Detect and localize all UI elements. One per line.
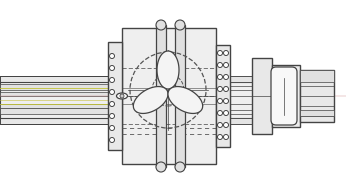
Circle shape bbox=[109, 126, 115, 131]
Bar bbox=[230, 82, 285, 118]
Circle shape bbox=[156, 20, 166, 30]
Circle shape bbox=[109, 78, 115, 83]
Bar bbox=[0, 92, 115, 96]
Circle shape bbox=[218, 74, 222, 79]
Circle shape bbox=[109, 113, 115, 118]
Circle shape bbox=[218, 135, 222, 140]
Circle shape bbox=[109, 65, 115, 70]
Polygon shape bbox=[133, 87, 168, 113]
Bar bbox=[0, 104, 115, 108]
Bar bbox=[0, 84, 115, 90]
Bar bbox=[216, 45, 230, 147]
Circle shape bbox=[224, 50, 228, 55]
Circle shape bbox=[224, 122, 228, 127]
Circle shape bbox=[224, 74, 228, 79]
Bar bbox=[0, 82, 115, 118]
Circle shape bbox=[224, 63, 228, 68]
Bar bbox=[175, 25, 185, 167]
Circle shape bbox=[175, 20, 185, 30]
Ellipse shape bbox=[117, 93, 127, 99]
Bar bbox=[0, 76, 115, 82]
Circle shape bbox=[224, 87, 228, 92]
Circle shape bbox=[224, 135, 228, 140]
Circle shape bbox=[156, 162, 166, 172]
Circle shape bbox=[109, 54, 115, 59]
Bar bbox=[0, 108, 115, 114]
Circle shape bbox=[120, 94, 124, 98]
Circle shape bbox=[109, 137, 115, 142]
Circle shape bbox=[218, 122, 222, 127]
Circle shape bbox=[218, 50, 222, 55]
Circle shape bbox=[109, 89, 115, 94]
Circle shape bbox=[218, 111, 222, 116]
Circle shape bbox=[224, 111, 228, 116]
Bar bbox=[300, 110, 334, 116]
Bar bbox=[122, 28, 216, 164]
Circle shape bbox=[175, 162, 185, 172]
Bar bbox=[156, 25, 166, 167]
Bar bbox=[0, 118, 115, 124]
Circle shape bbox=[218, 98, 222, 103]
Bar bbox=[300, 70, 334, 82]
FancyBboxPatch shape bbox=[271, 67, 297, 125]
Bar bbox=[230, 118, 285, 124]
Bar bbox=[230, 76, 285, 82]
Circle shape bbox=[218, 63, 222, 68]
Bar bbox=[300, 70, 334, 122]
Circle shape bbox=[109, 102, 115, 107]
Bar bbox=[108, 42, 122, 150]
Bar bbox=[272, 65, 300, 127]
Bar bbox=[252, 58, 272, 134]
Circle shape bbox=[218, 87, 222, 92]
Circle shape bbox=[224, 98, 228, 103]
Polygon shape bbox=[168, 87, 203, 113]
Polygon shape bbox=[157, 51, 179, 89]
